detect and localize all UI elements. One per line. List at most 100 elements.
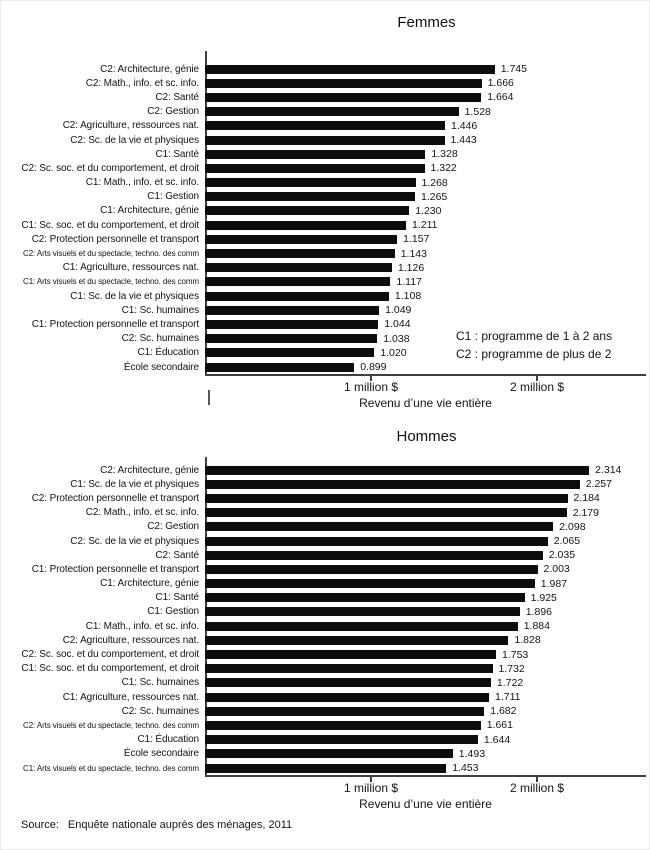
source-text: Enquête nationale auprès des ménages, 20… xyxy=(67,819,293,831)
chart-row: C1: Santé 1.925 xyxy=(1,591,649,605)
value-label: 1.038 xyxy=(383,332,410,345)
value-label: 1.711 xyxy=(495,691,521,704)
plot-area: C2: Architecture, génie 1.745 C2: Math., i… xyxy=(1,51,649,410)
chart-row: C2: Architecture, génie 1.745 xyxy=(1,62,649,76)
category-label: C2: Santé xyxy=(155,91,199,103)
bar xyxy=(205,163,425,173)
value-label: 1.126 xyxy=(397,261,425,274)
chart-row: C2: Agriculture, ressources nat. 1.828 xyxy=(1,633,649,647)
chart-femmes: Femmes C2: Architecture, génie 1.745 C2: M… xyxy=(1,13,649,410)
bar xyxy=(205,664,493,674)
value-label: 1.753 xyxy=(502,648,529,661)
category-label: C1: Gestion xyxy=(147,191,199,203)
chart-row: C2: Agriculture, ressources nat. 1.446 xyxy=(1,119,649,133)
bar xyxy=(205,508,567,518)
value-label: 1.230 xyxy=(415,204,442,217)
category-label: C1: Math., info. et sc. info. xyxy=(85,177,199,189)
category-label: C2: Math., info. et sc. info. xyxy=(85,77,199,89)
x-axis-title: Revenu d’une vie entière xyxy=(359,796,492,811)
x-tick-label: 2 million $ xyxy=(509,379,565,394)
chart-row: C1: Gestion 1.265 xyxy=(1,190,649,204)
stray-tick-mark xyxy=(208,390,210,405)
x-axis-line xyxy=(205,775,646,782)
category-label: École secondaire xyxy=(123,361,199,373)
chart-row: C2: Sc. humaines 1.038 xyxy=(1,332,649,346)
x-axis-tick xyxy=(536,776,538,782)
bar xyxy=(205,305,380,315)
chart-row: C2: Protection personnelle et transport 1… xyxy=(1,232,649,246)
bar xyxy=(205,550,543,560)
bar xyxy=(205,465,590,475)
category-label: C1: Sc. humaines xyxy=(121,677,199,689)
chart-row: C1: Agriculture, ressources nat. 1.711 xyxy=(1,690,649,704)
category-label: C2: Sc. humaines xyxy=(121,333,199,345)
bar xyxy=(205,706,485,716)
value-label: 2.314 xyxy=(595,464,622,477)
bar xyxy=(205,564,538,574)
x-axis-tick xyxy=(370,375,372,381)
value-label: 0.899 xyxy=(360,361,387,374)
chart-row: C2: Architecture, génie 2.314 xyxy=(1,463,649,477)
value-label: 1.666 xyxy=(487,77,514,90)
value-label: 1.328 xyxy=(431,148,458,161)
value-label: 1.268 xyxy=(421,176,448,189)
bar xyxy=(205,720,481,730)
category-label: C2: Arts visuels et du spectacle, techno… xyxy=(23,720,199,730)
chart-row: C1: Architecture, génie 1.987 xyxy=(1,577,649,591)
x-tick-label: 1 million $ xyxy=(343,780,399,795)
chart-row: C1: Protection personnelle et transport 2… xyxy=(1,562,649,576)
value-label: 2.003 xyxy=(543,563,570,576)
plot-body: C2: Architecture, génie 2.314 C1: Sc. de l… xyxy=(1,457,649,776)
chart-row: C1: Arts visuels et du spectacle, techno… xyxy=(1,275,649,289)
category-label: C1: Santé xyxy=(155,592,199,604)
bar xyxy=(205,579,535,589)
bar-rows: C2: Architecture, génie 1.745 C2: Math., i… xyxy=(1,51,649,374)
value-label: 1.020 xyxy=(380,346,407,359)
x-tick-labels: 1 million $ 2 million $ xyxy=(205,781,646,796)
category-label: C2: Agriculture, ressources nat. xyxy=(62,634,199,646)
category-label: C2: Agriculture, ressources nat. xyxy=(62,120,199,132)
category-label: C1: Sc. de la vie et physiques xyxy=(70,290,199,302)
plot-area: C2: Architecture, génie 2.314 C1: Sc. de l… xyxy=(1,457,649,811)
chart-row: C2: Sc. de la vie et physiques 1.443 xyxy=(1,133,649,147)
category-label: C1: Arts visuels et du spectacle, techno… xyxy=(23,277,199,287)
chart-row: C2: Santé 1.664 xyxy=(1,90,649,104)
chart-row: C1: Sc. humaines 1.049 xyxy=(1,303,649,317)
chart-row: C2: Sc. humaines 1.682 xyxy=(1,704,649,718)
category-label: C2: Protection personnelle et transport xyxy=(31,492,199,504)
chart-row: C2: Math., info. et sc. info. 1.666 xyxy=(1,76,649,90)
bar xyxy=(205,763,447,773)
value-label: 1.664 xyxy=(487,91,514,104)
bar xyxy=(205,749,453,759)
bar xyxy=(205,493,568,503)
bar xyxy=(205,319,379,329)
value-label: 1.265 xyxy=(421,190,448,203)
category-label: C1: Santé xyxy=(155,148,199,160)
bar xyxy=(205,735,478,745)
chart-row: C1: Santé 1.328 xyxy=(1,147,649,161)
bar xyxy=(205,522,554,532)
value-label: 1.732 xyxy=(498,662,525,675)
legend-item-c1: C1 : programme de 1 à 2 ans xyxy=(456,329,613,343)
chart-hommes: Hommes C2: Architecture, génie 2.314 C1: S… xyxy=(1,427,649,811)
category-label: C1: Sc. humaines xyxy=(121,304,199,316)
category-label: École secondaire xyxy=(123,748,199,760)
value-label: 1.745 xyxy=(500,63,527,76)
chart-title: Femmes xyxy=(397,14,456,31)
value-label: 1.211 xyxy=(412,219,438,232)
bar xyxy=(205,149,426,159)
bar xyxy=(205,607,520,617)
x-tick-label: 1 million $ xyxy=(343,379,399,394)
chart-row: C2: Santé 2.035 xyxy=(1,548,649,562)
chart-row: C1: Éducation 1.020 xyxy=(1,346,649,360)
x-axis-tick xyxy=(536,375,538,381)
x-axis-line xyxy=(205,374,646,381)
value-label: 1.117 xyxy=(396,275,422,288)
category-label: C1: Sc. de la vie et physiques xyxy=(70,478,199,490)
category-label: C1: Math., info. et sc. info. xyxy=(85,620,199,632)
bar xyxy=(205,650,496,660)
chart-row: C2: Math., info. et sc. info. 2.179 xyxy=(1,506,649,520)
bar xyxy=(205,206,410,216)
chart-row: École secondaire 1.493 xyxy=(1,747,649,761)
bar xyxy=(205,78,482,88)
